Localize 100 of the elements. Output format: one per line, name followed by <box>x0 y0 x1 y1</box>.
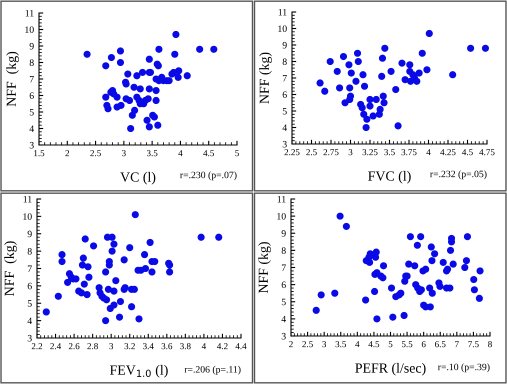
x-tick-label: 3.6 <box>162 343 172 350</box>
x-tick-label: 2 <box>65 150 70 156</box>
text: r=.206 (p=.11) <box>184 366 241 375</box>
x-tick-label: 6.5 <box>434 341 446 348</box>
point <box>363 116 370 123</box>
y-tick-label: 11 <box>278 8 287 16</box>
y-tick-label: 6 <box>28 282 32 290</box>
point <box>381 44 388 52</box>
point <box>418 50 426 57</box>
y-axis-title: NFF (kg) <box>4 241 17 296</box>
y-tick-label: 9 <box>30 42 34 50</box>
point <box>352 78 360 85</box>
point <box>467 44 474 52</box>
y-tick-label: 8 <box>28 248 32 255</box>
point <box>426 30 433 37</box>
point <box>482 44 489 52</box>
y-tick-label: 4 <box>281 316 286 322</box>
x-tick-label: 7 <box>455 341 459 348</box>
x-axis-title: FVC (l) <box>368 170 411 184</box>
point <box>388 68 395 75</box>
y-axis-title: NFF (kg) <box>259 52 272 104</box>
y-tick-label: 3 <box>28 334 32 342</box>
y-tick-label: 4 <box>282 124 287 131</box>
point <box>378 72 386 80</box>
x-tick-label: 2.2 <box>32 343 42 350</box>
y-tick-label: 9 <box>282 230 286 237</box>
point <box>358 104 366 112</box>
x-tick-label: 5 <box>235 150 239 156</box>
point <box>354 58 362 66</box>
x-tick-label: 2.5 <box>306 149 317 156</box>
point <box>378 54 386 62</box>
x-tick-label: 3 <box>322 341 326 348</box>
x-tick-label: 2.8 <box>87 343 98 350</box>
x-tick-label: 4.2 <box>216 343 228 350</box>
x-tick-label: 5 <box>388 341 392 348</box>
y-tick-label: 6 <box>282 282 286 288</box>
y-tick-label: 10 <box>278 25 287 32</box>
point <box>416 70 423 77</box>
x-tick-label: 3.5 <box>336 341 346 348</box>
x-tick-label: 3.5 <box>146 150 158 156</box>
x-tick-label: 4 <box>355 341 360 348</box>
point <box>362 124 370 132</box>
y-tick-label: 7 <box>282 75 287 82</box>
text: r=.230 (p=.07) <box>180 171 237 180</box>
x-tick-label: 8 <box>488 341 492 348</box>
x-tick-label: 4.5 <box>368 341 380 348</box>
point <box>326 58 334 66</box>
point <box>316 79 324 86</box>
x-tick-label: 4.5 <box>203 150 214 156</box>
point <box>372 96 380 103</box>
x-tick-label: 1.5 <box>34 150 44 156</box>
x-tick-label: 3.8 <box>180 343 191 350</box>
y-tick-label: 6 <box>30 92 34 99</box>
y-tick-label: 4 <box>29 125 34 132</box>
point <box>321 88 328 95</box>
point <box>392 86 400 94</box>
x-tick-label: 2.5 <box>90 150 101 156</box>
y-tick-label: 3 <box>282 140 287 148</box>
x-tick-label: 3.5 <box>384 149 395 156</box>
x-tick-label: 3.2 <box>124 343 135 350</box>
point <box>336 84 344 92</box>
text: r=.10 (p=.39) <box>438 363 490 372</box>
text: r=.232 (p=.05) <box>430 170 487 180</box>
point <box>376 106 384 113</box>
y-tick-label: 11 <box>278 196 286 202</box>
point <box>354 50 362 57</box>
y-tick-label: 9 <box>28 230 32 238</box>
point <box>359 71 367 78</box>
x-axis-title: PEFR (l/sec) <box>355 362 426 376</box>
x-tick-label: 2.6 <box>68 343 80 350</box>
y-tick-label: 10 <box>23 213 32 220</box>
y-tick-label: 3 <box>30 142 34 148</box>
y-tick-label: 8 <box>282 58 287 65</box>
y-axis-title: NFF (kg) <box>258 242 271 294</box>
x-tick-label: 2.5 <box>302 341 313 348</box>
point <box>348 70 355 77</box>
y-tick-label: 8 <box>282 247 286 254</box>
x-tick-label: 2.4 <box>50 343 62 350</box>
point <box>394 122 402 130</box>
point <box>423 66 430 74</box>
point <box>449 71 456 78</box>
point <box>361 82 368 90</box>
x-tick-label: 3 <box>122 150 126 156</box>
x-tick-label: 7.5 <box>468 341 479 348</box>
point <box>366 102 374 110</box>
point <box>366 96 374 103</box>
x-axis-title: VC (l) <box>120 172 156 185</box>
x-tick-label: 4.4 <box>236 343 246 350</box>
x-tick-label: 4.25 <box>440 149 456 156</box>
x-tick-label: 3 <box>109 343 114 350</box>
y-tick-label: 11 <box>24 196 32 202</box>
y-tick-label: 5 <box>282 108 287 114</box>
y-tick-label: 8 <box>30 59 34 66</box>
y-tick-label: 4 <box>27 318 32 324</box>
y-tick-label: 5 <box>30 109 34 116</box>
y-tick-label: 3 <box>282 332 286 340</box>
point <box>340 53 348 60</box>
point <box>380 99 388 106</box>
x-tick-label: 3 <box>348 149 352 156</box>
point <box>380 92 387 100</box>
